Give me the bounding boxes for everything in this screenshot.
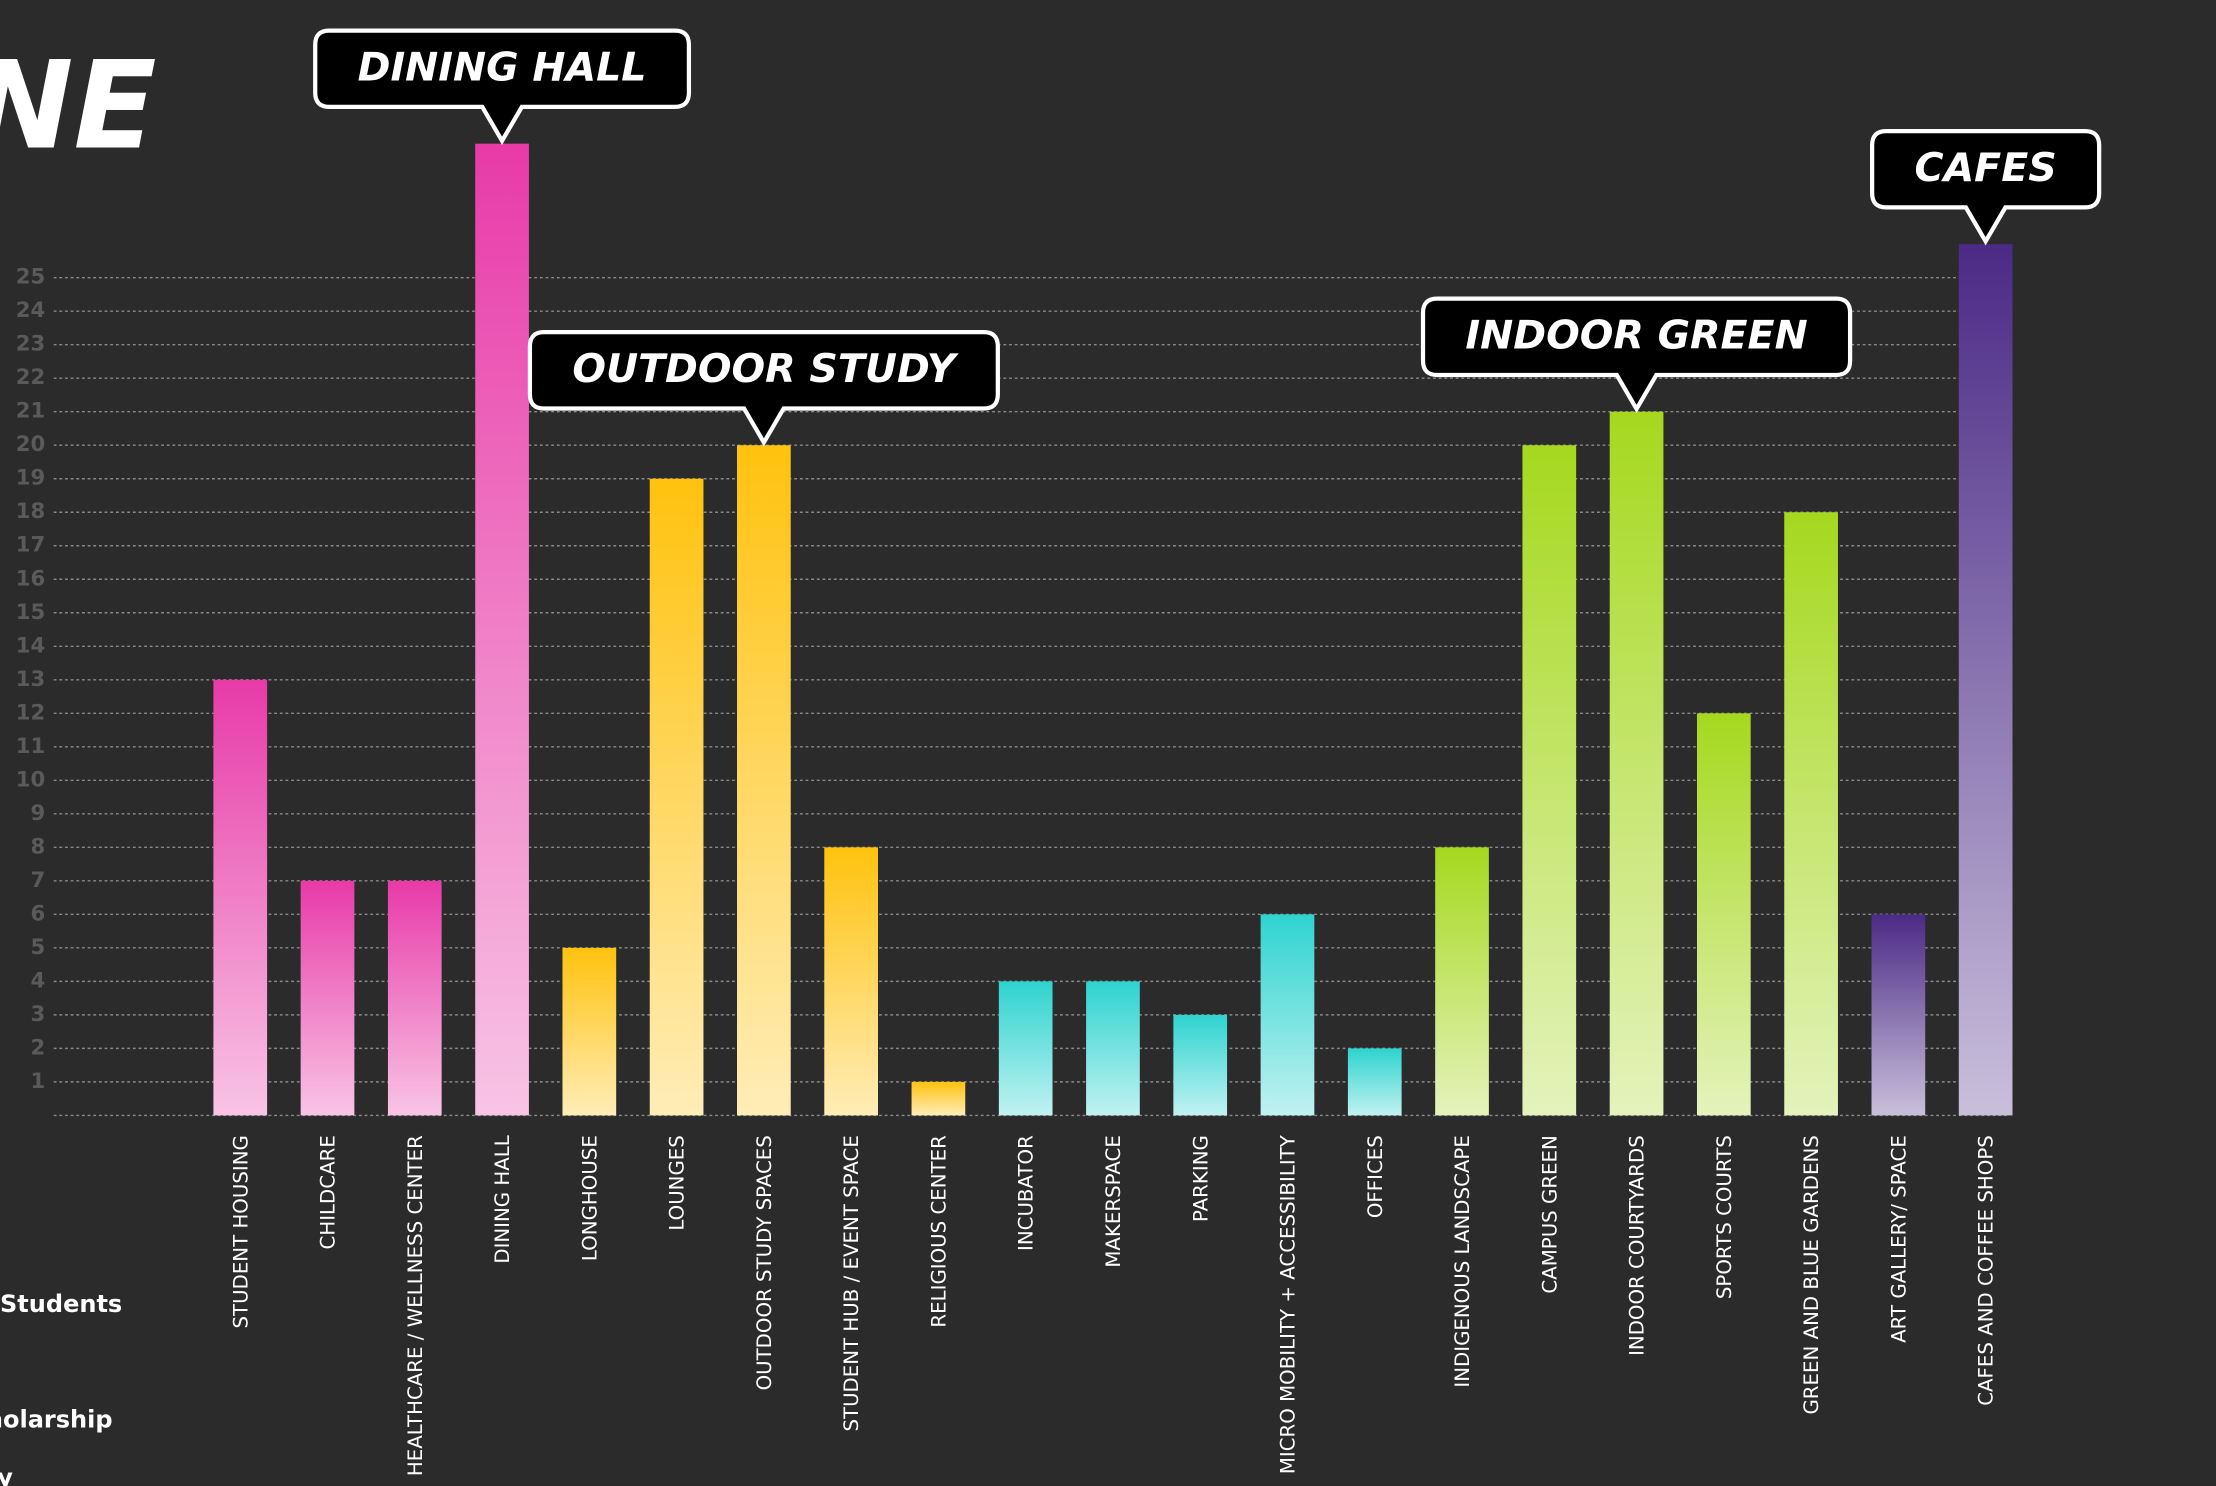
callout-box: [1420, 296, 1853, 414]
callout: INDOOR GREEN: [1420, 296, 1853, 414]
y-tick-label: 2: [30, 1034, 45, 1059]
bar: [1260, 914, 1315, 1116]
bar: [1173, 1014, 1228, 1116]
x-tick-label: OFFICES: [1364, 1135, 1387, 1218]
x-tick-label: ART GALLERY/ SPACE: [1887, 1135, 1910, 1343]
y-tick-label: 21: [16, 398, 46, 423]
bar: [911, 1081, 966, 1116]
x-tick-label: MAKERSPACE: [1102, 1135, 1125, 1267]
x-tick-label: LOUNGES: [666, 1135, 689, 1230]
bar: [1086, 981, 1140, 1116]
bar: [1522, 445, 1577, 1116]
callout: CAFES: [1870, 128, 2102, 246]
y-tick-label: 11: [16, 733, 46, 758]
callout-box: [1870, 128, 2102, 246]
x-tick-label: INCUBATOR: [1015, 1135, 1038, 1251]
y-tick-label: 5: [30, 934, 45, 959]
bar: [387, 880, 442, 1116]
x-tick-label: PARKING: [1189, 1135, 1212, 1222]
y-tick-label: 24: [16, 297, 46, 322]
callout: OUTDOOR STUDY: [527, 330, 1000, 447]
x-tick-label: OUTDOOR STUDY SPACES: [753, 1135, 776, 1390]
y-tick-label: 13: [16, 666, 46, 691]
x-tick-label: GREEN AND BLUE GARDENS: [1800, 1135, 1823, 1414]
side-fragment: holarship: [0, 1406, 113, 1434]
callout: DINING HALL: [313, 28, 692, 146]
x-tick-label: CAMPUS GREEN: [1538, 1135, 1561, 1293]
bar: [213, 679, 268, 1116]
y-tick-label: 8: [30, 833, 45, 858]
bar: [1609, 411, 1664, 1116]
y-tick-label: 20: [16, 431, 46, 456]
bar: [475, 143, 529, 1116]
y-tick-label: 12: [16, 699, 46, 724]
y-tick-label: 7: [30, 867, 45, 892]
x-tick-label: INDIGENOUS LANDSCAPE: [1451, 1135, 1474, 1387]
x-tick-label: CHILDCARE: [317, 1135, 340, 1249]
callout-box: [313, 28, 692, 146]
title-fragment: NE: [0, 34, 156, 176]
x-tick-label: CAFES AND COFFEE SHOPS: [1975, 1135, 1998, 1406]
x-tick-label: SPORTS COURTS: [1713, 1135, 1736, 1299]
bar: [649, 478, 704, 1116]
callout-box: [527, 330, 1000, 447]
bar: [998, 981, 1053, 1116]
y-tick-label: 23: [16, 331, 46, 356]
y-tick-label: 16: [16, 565, 46, 590]
callout-label: DINING HALL: [358, 45, 647, 91]
y-tick-label: 6: [30, 900, 45, 925]
x-tick-label: DINING HALL: [491, 1135, 514, 1263]
y-tick-label: 17: [16, 532, 46, 557]
bar: [1696, 713, 1751, 1116]
y-tick-label: 9: [30, 800, 45, 825]
side-fragment: Students: [0, 1290, 122, 1318]
bar: [562, 947, 617, 1116]
x-tick-label: STUDENT HOUSING: [229, 1135, 252, 1328]
side-fragment: y: [0, 1464, 13, 1486]
y-tick-label: 22: [16, 364, 46, 389]
bar: [300, 880, 355, 1116]
y-tick-label: 10: [16, 766, 46, 791]
y-tick-label: 14: [16, 632, 46, 657]
y-tick-label: 1: [30, 1068, 45, 1093]
x-tick-label: MICRO MOBILITY + ACCESSIBILITY: [1277, 1134, 1300, 1474]
bar: [1871, 914, 1926, 1116]
bar: [737, 445, 791, 1116]
y-tick-label: 18: [16, 498, 46, 523]
y-tick-label: 4: [30, 967, 45, 992]
y-tick-label: 25: [16, 264, 46, 289]
bar: [1958, 244, 2013, 1116]
bar: [1435, 847, 1489, 1116]
bar: [824, 847, 878, 1116]
x-tick-label: LONGHOUSE: [578, 1135, 601, 1261]
y-tick-label: 15: [16, 599, 46, 624]
callout-label: OUTDOOR STUDY: [572, 346, 959, 392]
y-tick-label: 3: [30, 1001, 45, 1026]
x-tick-label: INDOOR COURTYARDS: [1626, 1135, 1649, 1356]
callout-label: INDOOR GREEN: [1465, 313, 1807, 359]
bar: [1784, 512, 1838, 1116]
x-tick-label: RELIGIOUS CENTER: [927, 1135, 950, 1328]
x-tick-label: HEALTHCARE / WELLNESS CENTER: [404, 1135, 427, 1476]
x-tick-label: STUDENT HUB / EVENT SPACE: [840, 1135, 863, 1431]
y-tick-label: 19: [16, 465, 46, 490]
bar: [1347, 1048, 1402, 1116]
callout-label: CAFES: [1915, 145, 2057, 191]
